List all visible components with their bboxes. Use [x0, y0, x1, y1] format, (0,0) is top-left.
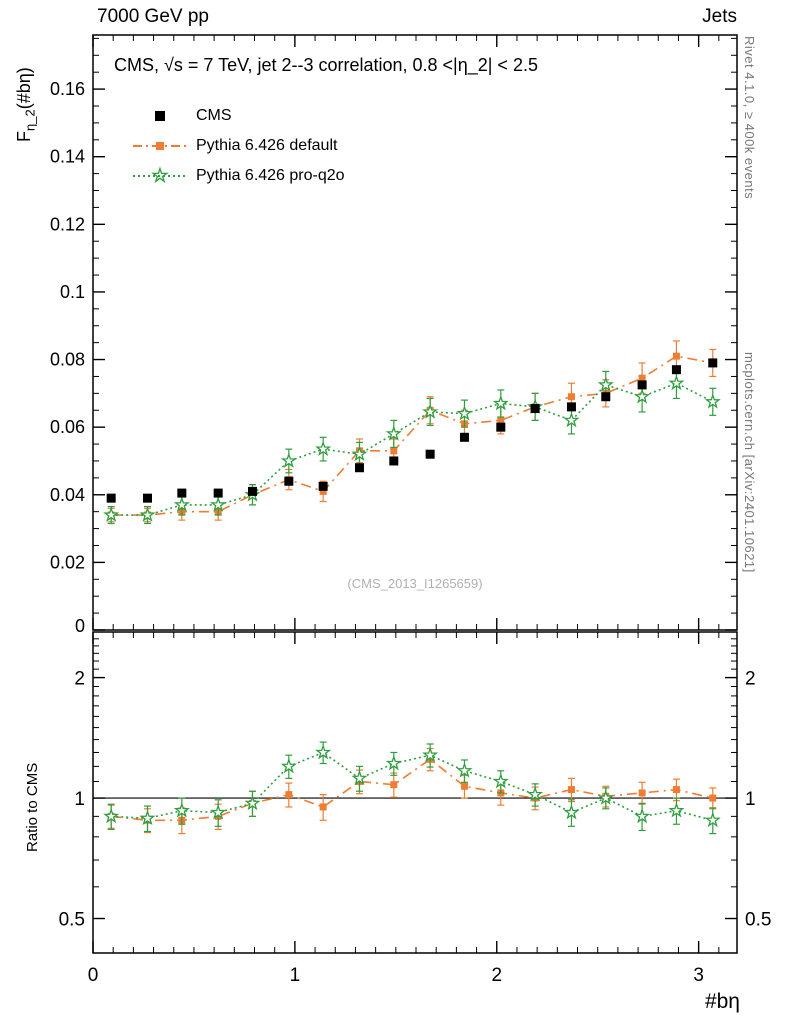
svg-text:1: 1 — [745, 789, 756, 810]
svg-text:0.12: 0.12 — [50, 214, 85, 234]
svg-text:0.02: 0.02 — [50, 552, 85, 572]
y-axis-title-top: Fη_2(#bη) — [14, 67, 38, 142]
mcplots-arxiv-note: mcplots.cern.ch [arXiv:2401.10621] — [742, 352, 757, 573]
series-pythia-6-426-default — [107, 340, 717, 523]
svg-text:0.16: 0.16 — [50, 79, 85, 99]
y-axis-title-ratio: Ratio to CMS — [24, 762, 41, 852]
svg-text:0.1: 0.1 — [60, 282, 85, 302]
svg-text:0.04: 0.04 — [50, 485, 85, 505]
legend-label-default: Pythia 6.426 default — [196, 137, 338, 154]
y-title-sub: η_2 — [22, 109, 38, 131]
legend-entry-cms: CMS — [133, 101, 345, 131]
legend-label-proq2o: Pythia 6.426 pro-q2o — [196, 167, 345, 184]
top-panel-series — [103, 340, 721, 525]
dotted-line-icon — [133, 175, 187, 177]
svg-text:3: 3 — [693, 965, 704, 986]
rivet-version-note: Rivet 4.1.0, ≥ 400k events — [742, 36, 757, 200]
filled-square-icon — [155, 111, 165, 121]
legend-label-cms: CMS — [196, 107, 232, 124]
series-pythia-6-426-pro-q2o — [103, 367, 721, 525]
svg-text:0.5: 0.5 — [59, 910, 85, 931]
proq2o-line-sample: ☆ — [133, 161, 187, 191]
series-pythia-6-426-default — [107, 747, 717, 835]
cms-marker-sample — [133, 101, 187, 131]
x-axis-title: #bη — [704, 990, 740, 1013]
legend-entry-default: Pythia 6.426 default — [133, 131, 345, 161]
y-title-rest: (#bη) — [14, 67, 34, 110]
svg-text:2: 2 — [491, 965, 502, 986]
filled-square-icon — [156, 142, 164, 150]
series-cms — [106, 358, 718, 503]
svg-text:0: 0 — [88, 965, 99, 986]
svg-text:1: 1 — [74, 789, 85, 810]
svg-text:0.06: 0.06 — [50, 417, 85, 437]
svg-text:1: 1 — [290, 965, 301, 986]
open-star-icon: ☆ — [151, 165, 169, 187]
svg-text:0.14: 0.14 — [50, 147, 85, 167]
default-line-sample — [133, 131, 187, 161]
legend-entry-proq2o: ☆ Pythia 6.426 pro-q2o — [133, 161, 345, 191]
svg-text:2: 2 — [745, 669, 756, 690]
ratio-panel-axes: 0.5 0.5 1 1 2 2 0 1 2 3 — [59, 632, 771, 986]
legend: CMS Pythia 6.426 default ☆ Pythia 6.426 … — [133, 101, 345, 191]
y-title-main: F — [14, 131, 34, 142]
svg-text:0: 0 — [75, 616, 85, 636]
header-beam-info: 7000 GeV pp — [97, 6, 209, 27]
ratio-panel-series — [103, 741, 721, 835]
analysis-id-watermark: (CMS_2013_I1265659) — [347, 576, 483, 591]
svg-text:2: 2 — [74, 669, 85, 690]
svg-text:0.5: 0.5 — [745, 910, 771, 931]
header-analysis-tag: Jets — [702, 6, 737, 27]
series-pythia-6-426-pro-q2o — [103, 741, 721, 835]
svg-text:0.08: 0.08 — [50, 350, 85, 370]
panel-title: CMS, √s = 7 TeV, jet 2--3 correlation, 0… — [114, 55, 538, 75]
top-panel-axes: 0 0.02 0.04 0.06 0.08 0.1 0.12 0.14 0.16 — [50, 35, 737, 636]
panel-frames — [92, 34, 738, 954]
